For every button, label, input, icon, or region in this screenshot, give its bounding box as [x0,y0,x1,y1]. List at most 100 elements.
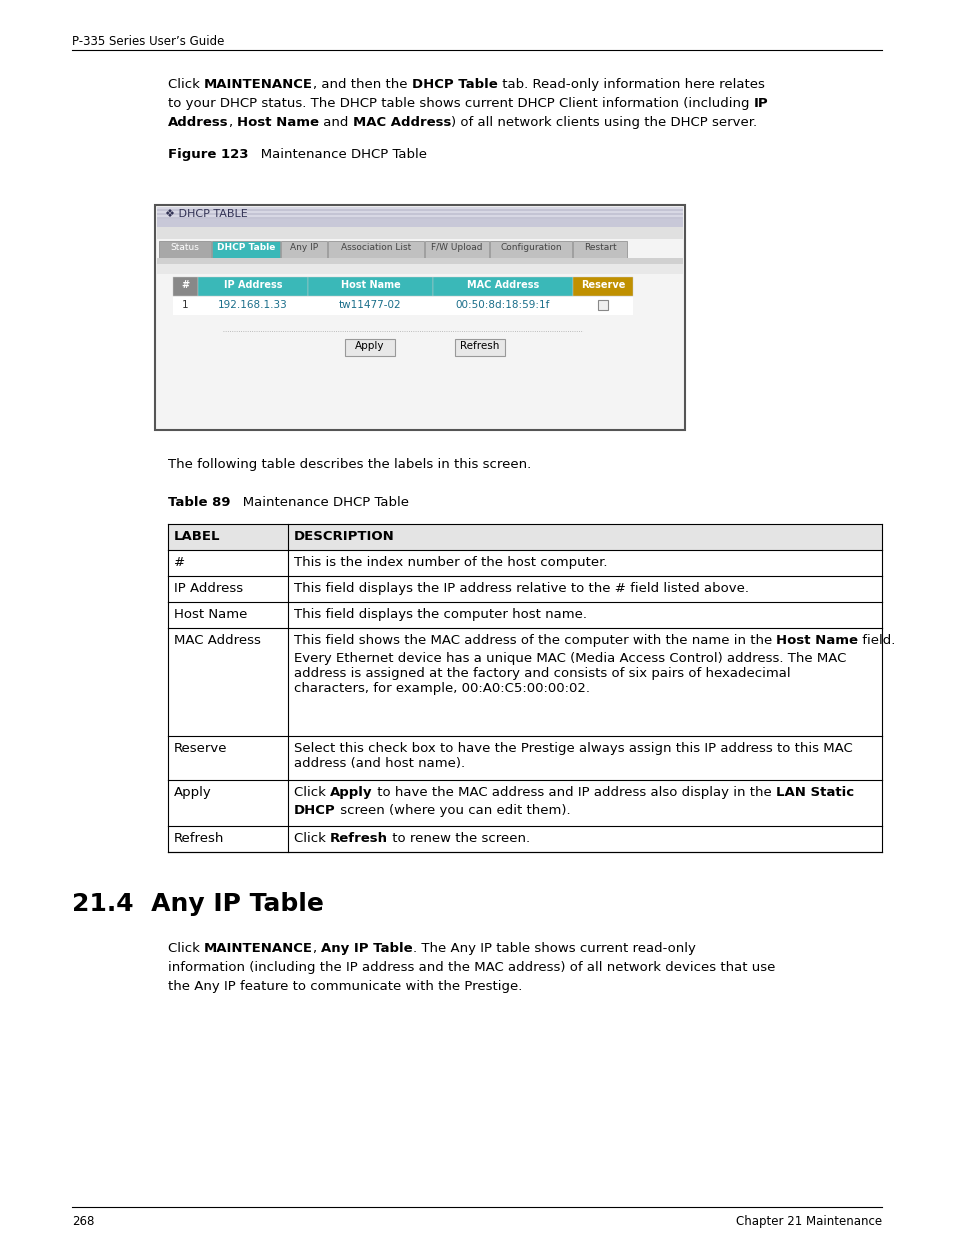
Text: Host Name: Host Name [340,280,400,290]
Bar [455,338,504,356]
Bar [159,241,211,258]
Text: Click: Click [294,832,330,845]
Text: Click: Click [168,942,204,955]
Text: and: and [318,116,353,128]
Text: Apply: Apply [173,785,212,799]
Text: P-335 Series User’s Guide: P-335 Series User’s Guide [71,35,224,48]
Text: This is the index number of the host computer.: This is the index number of the host com… [294,556,607,569]
Text: Host Name: Host Name [236,116,318,128]
Text: Reserve: Reserve [580,280,624,290]
Text: This field displays the computer host name.: This field displays the computer host na… [294,608,586,621]
Bar [573,277,633,296]
Text: LAN Static: LAN Static [775,785,853,799]
Bar [308,277,433,296]
Text: screen (where you can edit them).: screen (where you can edit them). [335,804,570,818]
Bar [168,826,882,852]
Bar [281,241,327,258]
Bar [198,277,308,296]
Bar [345,338,395,356]
Text: Refresh: Refresh [460,341,499,351]
Text: DHCP Table: DHCP Table [216,243,274,252]
Bar [490,241,572,258]
Text: DESCRIPTION: DESCRIPTION [294,530,395,543]
Text: the Any IP feature to communicate with the Prestige.: the Any IP feature to communicate with t… [168,981,522,993]
Bar [157,211,682,212]
Bar [168,576,882,601]
Bar [157,209,682,211]
Text: tw11477-02: tw11477-02 [339,300,401,310]
Text: ,: , [229,116,236,128]
Text: to your DHCP status. The DHCP table shows current DHCP Client information (inclu: to your DHCP status. The DHCP table show… [168,98,753,110]
Text: to renew the screen.: to renew the screen. [388,832,530,845]
Bar [598,300,607,310]
Text: Restart: Restart [583,243,616,252]
Bar [157,217,682,219]
Text: Address: Address [168,116,229,128]
Text: IP Address: IP Address [173,582,243,595]
Text: Refresh: Refresh [173,832,224,845]
Text: #: # [181,280,190,290]
Text: Table 89: Table 89 [168,496,231,509]
Text: Host Name: Host Name [776,634,858,647]
Text: 1: 1 [182,300,189,310]
Text: Reserve: Reserve [173,742,227,755]
Text: Refresh: Refresh [330,832,388,845]
Text: 21.4  Any IP Table: 21.4 Any IP Table [71,892,323,916]
Bar [168,781,882,826]
Text: Any IP: Any IP [290,243,317,252]
Text: #: # [173,556,185,569]
Text: 00:50:8d:18:59:1f: 00:50:8d:18:59:1f [456,300,550,310]
Text: DHCP Table: DHCP Table [412,78,497,91]
Text: Click: Click [168,78,204,91]
Text: , and then the: , and then the [313,78,412,91]
Text: DHCP: DHCP [294,804,335,818]
Bar [172,277,198,296]
Text: Apply: Apply [355,341,384,351]
Text: MAC Address: MAC Address [466,280,538,290]
Bar [424,241,489,258]
Text: Maintenance DHCP Table: Maintenance DHCP Table [248,148,427,161]
Bar [157,207,682,227]
Bar [433,277,573,296]
Text: This field shows the MAC address of the computer with the name in the: This field shows the MAC address of the … [294,634,776,647]
Text: field.: field. [858,634,895,647]
Bar [157,215,682,217]
Text: Configuration: Configuration [499,243,561,252]
Bar [168,601,882,629]
Bar [168,550,882,576]
Text: MAINTENANCE: MAINTENANCE [204,942,313,955]
Text: information (including the IP address and the MAC address) of all network device: information (including the IP address an… [168,961,775,974]
Text: The following table describes the labels in this screen.: The following table describes the labels… [168,458,531,471]
Text: . The Any IP table shows current read-only: . The Any IP table shows current read-on… [413,942,696,955]
Bar [573,241,626,258]
Text: 192.168.1.33: 192.168.1.33 [218,300,288,310]
Text: This field displays the IP address relative to the # field listed above.: This field displays the IP address relat… [294,582,748,595]
Bar [157,212,682,215]
Bar [154,205,684,430]
Bar [168,736,882,781]
Text: Association List: Association List [340,243,411,252]
Bar [212,241,280,258]
Text: F/W Upload: F/W Upload [431,243,482,252]
Text: IP: IP [753,98,767,110]
Bar [172,296,633,315]
Text: Select this check box to have the Prestige always assign this IP address to this: Select this check box to have the Presti… [294,742,852,769]
Text: to have the MAC address and IP address also display in the: to have the MAC address and IP address a… [373,785,775,799]
Text: Status: Status [171,243,199,252]
Bar [157,258,682,264]
Bar [157,207,682,209]
Text: 268: 268 [71,1215,94,1228]
Text: Every Ethernet device has a unique MAC (Media Access Control) address. The MAC
a: Every Ethernet device has a unique MAC (… [294,652,845,695]
Text: MAINTENANCE: MAINTENANCE [204,78,313,91]
Bar [168,524,882,550]
Text: Chapter 21 Maintenance: Chapter 21 Maintenance [735,1215,882,1228]
Bar [168,629,882,736]
Text: MAC Address: MAC Address [173,634,260,647]
Text: LABEL: LABEL [173,530,220,543]
Bar [157,227,682,240]
Text: ❖ DHCP TABLE: ❖ DHCP TABLE [165,209,248,219]
Text: ) of all network clients using the DHCP server.: ) of all network clients using the DHCP … [451,116,757,128]
Text: tab. Read-only information here relates: tab. Read-only information here relates [497,78,763,91]
Text: ,: , [313,942,321,955]
Bar [328,241,423,258]
